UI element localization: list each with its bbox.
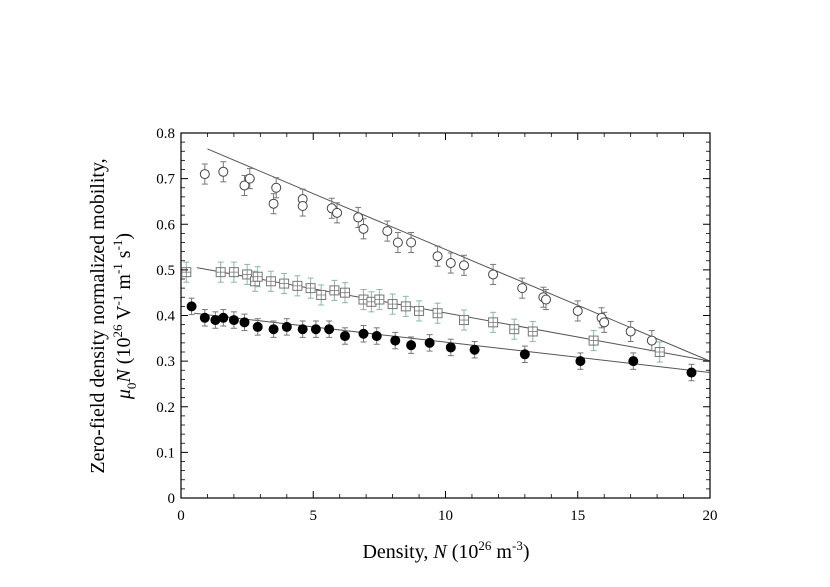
y-tick-label: 0.6 — [156, 217, 175, 233]
filled-circle-point — [239, 317, 250, 328]
filled-circle-point — [519, 349, 530, 360]
x-tick-label: 5 — [310, 508, 318, 524]
open-circle-point — [432, 251, 443, 262]
y-tick-label: 0.4 — [156, 309, 175, 325]
filled-circle-point — [390, 335, 401, 346]
filled-circle-point — [268, 324, 279, 335]
error-bars — [183, 161, 695, 382]
plot-border — [180, 132, 711, 499]
filled-circle-point — [358, 328, 369, 339]
y-tick-label: 0.7 — [156, 172, 175, 188]
filled-circle-point — [406, 340, 417, 351]
y-tick-label: 0 — [168, 491, 176, 507]
open-circle-point — [268, 198, 279, 209]
filled-circle-point — [445, 342, 456, 353]
open-circle-point — [445, 258, 456, 269]
open-circle-point — [625, 326, 636, 337]
y-tick-label: 0.1 — [156, 445, 175, 461]
open-circle-point — [271, 182, 282, 193]
filled-circle-point — [628, 356, 639, 367]
open-circle-point — [239, 180, 250, 191]
open-circle-point — [382, 226, 393, 237]
open-circle-point — [459, 260, 470, 271]
y-tick-label: 0.8 — [156, 126, 175, 142]
open-circle-point — [392, 237, 403, 248]
filled-circle-point — [469, 344, 480, 355]
fit-line — [207, 148, 711, 362]
filled-circle-point — [252, 321, 263, 332]
filled-circle-point — [199, 312, 210, 323]
filled-circle-point — [281, 321, 292, 332]
filled-circle-point — [228, 315, 239, 326]
open-circle-point — [244, 173, 255, 184]
x-tick-label: 20 — [703, 508, 718, 524]
open-circle-point — [488, 269, 499, 280]
open-circle-point — [332, 207, 343, 218]
filled-circle-point — [310, 324, 321, 335]
open-circle-point — [646, 335, 657, 346]
filled-circle-point — [218, 312, 229, 323]
filled-circle-point — [339, 331, 350, 342]
y-tick-label: 0.5 — [156, 263, 175, 279]
filled-circle-point — [575, 356, 586, 367]
y-axis-label-line1: Zero-field density normalized mobility, — [87, 158, 109, 473]
y-tick-label: 0.2 — [156, 400, 175, 416]
open-circle-point — [541, 294, 552, 305]
axis-ticks: 0 5 10 15 20 0 0.1 0.2 0.3 0.4 0.5 0.6 0.7 0.8 — [156, 126, 717, 524]
data-points — [181, 166, 697, 378]
open-circle-point — [517, 283, 528, 294]
open-circle-point — [297, 201, 308, 211]
filled-circle-point — [686, 367, 697, 378]
open-circle-point — [358, 223, 369, 234]
x-axis-label: Density, N (1026 m-3) — [362, 538, 529, 563]
open-circle-point — [218, 166, 229, 177]
open-circle-point — [199, 169, 210, 180]
filled-circle-point — [324, 324, 335, 335]
filled-circle-point — [371, 331, 382, 342]
filled-circle-point — [297, 324, 308, 335]
open-circle-point — [353, 212, 364, 223]
open-circle-point — [599, 317, 610, 328]
filled-circle-point — [186, 301, 197, 312]
plot-frame — [180, 132, 711, 499]
x-tick-label: 10 — [438, 508, 453, 524]
open-circle-point — [406, 237, 417, 248]
y-axis-label-line2: μ0N (1026 V-1 m-1 s-1) — [110, 233, 139, 400]
y-tick-label: 0.3 — [156, 354, 175, 370]
x-tick-label: 0 — [177, 508, 185, 524]
filled-circle-point — [424, 337, 435, 348]
x-tick-label: 15 — [570, 508, 585, 524]
open-circle-point — [572, 305, 583, 316]
